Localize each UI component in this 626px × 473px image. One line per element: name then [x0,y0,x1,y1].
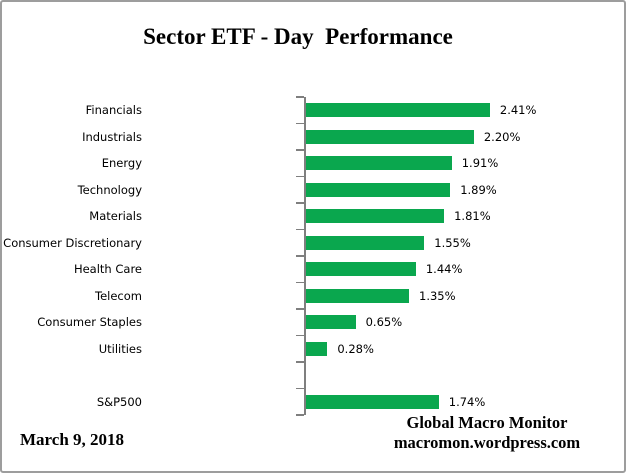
category-label: Energy [101,156,142,171]
bar-row: Consumer Discretionary 1.55% [2,230,624,257]
chart-title: Sector ETF - Day Performance [143,24,453,49]
axis-tick [296,202,304,204]
bar [306,315,356,330]
bar [306,156,452,171]
value-label: 2.20% [483,129,521,144]
axis-tick [296,175,304,178]
bar [306,129,474,144]
category-label [2,362,142,389]
axis-tick [296,281,304,284]
category-label: Consumer Staples [37,315,142,330]
value-label: 1.89% [460,182,497,197]
bar [306,394,439,409]
bar-row: Telecom 1.35% [2,283,624,310]
plot-area: Financials 2.41% Industrials 2.20% Energy 1.9… [2,97,624,416]
axis-tick [296,149,304,151]
bar [306,235,425,250]
bar [306,103,490,118]
category-label: Industrials [82,129,142,144]
source-url: macromon.wordpress.com [393,433,581,452]
axis-tick [296,387,304,390]
axis-tick [296,361,304,363]
axis-tick [296,96,304,98]
category-label: Telecom [95,288,142,303]
value-label: 0.65% [365,315,403,330]
value-label: 0.28% [337,341,374,356]
bar-row: Materials 1.81% [2,203,624,230]
source-name: Global Macro Monitor [406,413,568,432]
category-axis-line [304,97,306,415]
axis-tick [296,308,304,310]
bar [306,288,409,303]
axis-tick [296,122,304,125]
value-label: 1.91% [461,156,499,171]
category-label: Consumer Discretionary [3,235,142,250]
bar [306,341,328,356]
value-label: 1.55% [434,235,471,250]
bar-row: Financials 2.41% [2,97,624,124]
category-label: Technology [77,182,142,197]
category-label: Materials [89,209,142,224]
value-label: 1.74% [448,394,486,409]
axis-tick [296,255,304,257]
axis-tick [296,334,304,337]
bar-row: Health Care 1.44% [2,256,624,283]
bar-row: Utilities 0.28% [2,336,624,363]
category-label: Utilities [98,341,142,356]
bar-row: S&P500 1.74% [2,389,624,416]
category-label: Financials [85,103,142,118]
bar-row: Consumer Staples 0.65% [2,309,624,336]
value-label: 1.44% [425,262,463,277]
bar-row: Technology 1.89% [2,177,624,204]
bar [306,262,416,277]
date-note: March 9, 2018 [20,430,125,449]
source-attribution: Global Macro Monitor macromon.wordpress.… [362,413,612,453]
bar-row [2,362,624,389]
category-label: S&P500 [96,394,142,409]
bar-row: Industrials 2.20% [2,124,624,151]
axis-tick [296,414,304,416]
bar [306,182,451,197]
value-label: 2.41% [499,103,537,118]
bar-row: Energy 1.91% [2,150,624,177]
value-label: 1.35% [419,288,456,303]
value-label: 1.81% [454,209,491,224]
bar [306,209,445,224]
axis-tick [296,228,304,231]
category-label: Health Care [73,262,142,277]
